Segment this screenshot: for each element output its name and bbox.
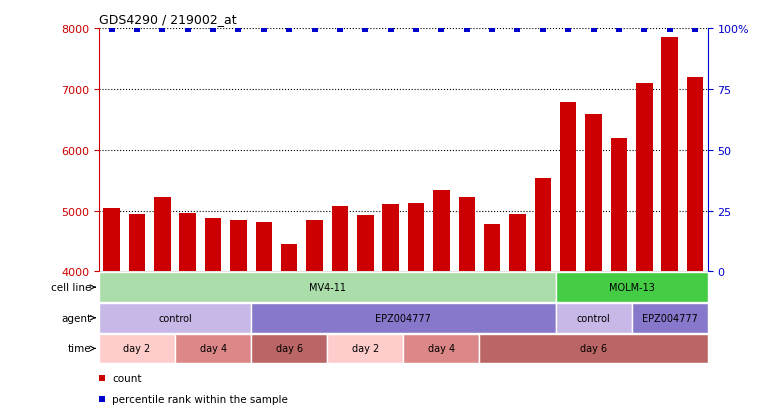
Text: day 4: day 4 (199, 344, 227, 354)
Bar (99, 273, 556, 302)
Text: MOLM-13: MOLM-13 (609, 282, 654, 292)
Text: GDS4290 / 219002_at: GDS4290 / 219002_at (99, 13, 237, 26)
Bar (661, 38, 678, 272)
Text: day 6: day 6 (275, 344, 303, 354)
Bar (99, 303, 251, 333)
Bar (632, 303, 708, 333)
Text: count: count (113, 373, 142, 383)
Bar (327, 334, 403, 363)
Bar (556, 273, 708, 302)
Bar (357, 216, 374, 272)
Bar (534, 178, 551, 272)
Bar (99, 272, 708, 344)
Bar (103, 208, 120, 272)
Bar (403, 334, 479, 363)
Text: day 4: day 4 (428, 344, 455, 354)
Bar (433, 190, 450, 272)
Bar (154, 198, 170, 272)
Bar (99, 334, 175, 363)
Bar (251, 303, 556, 333)
Bar (281, 244, 298, 272)
Bar (687, 78, 703, 272)
Text: percentile rank within the sample: percentile rank within the sample (113, 394, 288, 404)
Bar (560, 103, 577, 272)
Text: EPZ004777: EPZ004777 (642, 313, 698, 323)
Bar (556, 303, 632, 333)
Text: EPZ004777: EPZ004777 (375, 313, 431, 323)
Bar (180, 214, 196, 272)
Bar (205, 218, 221, 272)
Bar (610, 138, 627, 272)
Bar (458, 197, 475, 272)
Bar (484, 224, 501, 272)
Bar (585, 115, 602, 272)
Bar (251, 334, 327, 363)
Bar (636, 83, 653, 272)
Bar (509, 215, 526, 272)
Bar (256, 222, 272, 272)
Text: control: control (577, 313, 610, 323)
Bar (129, 214, 145, 272)
Bar (408, 204, 425, 272)
Text: time: time (68, 344, 91, 354)
Text: MV4-11: MV4-11 (309, 282, 345, 292)
Text: day 2: day 2 (123, 344, 151, 354)
Text: control: control (158, 313, 192, 323)
Bar (175, 334, 251, 363)
Bar (230, 221, 247, 272)
Bar (332, 206, 349, 272)
Bar (479, 334, 708, 363)
Text: day 2: day 2 (352, 344, 379, 354)
Text: agent: agent (62, 313, 91, 323)
Text: day 6: day 6 (580, 344, 607, 354)
Bar (306, 220, 323, 272)
Bar (382, 205, 399, 272)
Text: cell line: cell line (51, 282, 91, 292)
